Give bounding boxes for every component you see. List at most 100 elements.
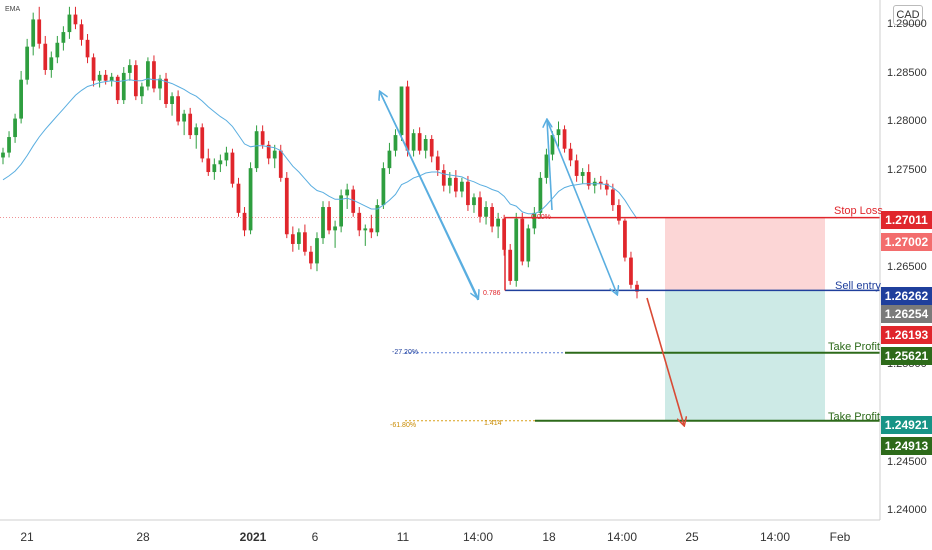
candle-body (502, 218, 507, 250)
candle-body (466, 181, 470, 206)
candle-body (520, 218, 525, 262)
candle-body (387, 150, 392, 169)
price-badge: 1.26254 (881, 305, 932, 323)
y-tick-label: 1.26500 (887, 261, 927, 274)
candle-body (19, 79, 23, 119)
candle-body (526, 228, 531, 262)
fib-618-label: -61.80% (390, 422, 417, 429)
arrow-down-2 (546, 119, 617, 294)
candle-body (508, 249, 513, 281)
candle-body (417, 133, 422, 151)
x-tick-label: 21 (20, 530, 34, 544)
reward-zone (665, 290, 825, 421)
candle-body (188, 113, 193, 136)
candle-body (423, 138, 428, 151)
fib-272-label: -27.20% (392, 349, 419, 356)
candle-body (484, 207, 488, 217)
candle-body (351, 189, 356, 213)
candle-body (339, 195, 344, 227)
price-badge: 1.24913 (881, 437, 932, 455)
candle-body (236, 183, 241, 213)
sell-entry-label: Sell entry (835, 280, 881, 292)
price-badge: 1.26262 (881, 287, 932, 305)
candle-body (176, 96, 180, 122)
fib-786-label: 0.786 (483, 290, 501, 297)
candle-body (272, 150, 277, 159)
ema-line (2, 78, 638, 219)
candle-body (260, 131, 265, 145)
candle-body (85, 39, 90, 58)
candle-body (447, 177, 452, 186)
candle-body (290, 234, 295, 244)
price-badge: 1.26193 (881, 326, 932, 344)
candle-body (357, 212, 362, 231)
fib-0-label: 0.00% (531, 214, 551, 221)
x-tick-label: 11 (396, 530, 410, 544)
candle-body (460, 181, 464, 192)
candle-body (55, 42, 60, 58)
candle-body (514, 218, 519, 281)
candle-body (345, 189, 350, 196)
candle-body (453, 177, 458, 192)
candle-body (568, 148, 573, 161)
candle-body (472, 197, 476, 206)
y-tick-label: 1.24000 (887, 504, 927, 517)
candle-body (296, 232, 301, 244)
candle-body (604, 183, 609, 190)
candle-body (200, 127, 205, 159)
candle-body (321, 207, 325, 239)
candle-body (206, 158, 211, 173)
candle-body (103, 74, 108, 81)
x-tick-label: Feb (829, 530, 851, 544)
candle-body (152, 61, 156, 89)
currency-button[interactable]: CAD (893, 5, 923, 25)
candle-body (369, 228, 374, 233)
candle-body (562, 129, 567, 149)
candle-body (242, 212, 247, 231)
candle-body (25, 46, 30, 80)
candle-body (13, 118, 17, 138)
candle-body (61, 32, 66, 43)
candle-body (164, 78, 168, 104)
candle-body (586, 172, 591, 186)
candle-body (79, 24, 84, 40)
candle-body (405, 86, 410, 151)
x-tick-label: 18 (542, 530, 556, 544)
x-tick-label: 25 (685, 530, 699, 544)
candle-body (194, 127, 199, 136)
y-tick-label: 1.28000 (887, 115, 927, 128)
price-badge: 1.25621 (881, 347, 932, 365)
candle-body (532, 212, 537, 229)
candle-body (333, 226, 337, 231)
candle-body (49, 57, 54, 70)
price-badge: 1.27002 (881, 233, 932, 251)
candle-body (629, 257, 633, 285)
candlestick-series (1, 6, 639, 299)
ema-line-path (2, 78, 638, 219)
candle-body (623, 220, 627, 258)
candle-body (550, 135, 555, 155)
candle-body (574, 160, 579, 176)
candle-body (224, 152, 229, 161)
candle-body (411, 133, 416, 151)
candle-body (610, 189, 615, 206)
candle-body (97, 74, 102, 81)
candle-body (121, 72, 126, 101)
take-profit-2-label: Take Profit (828, 411, 880, 423)
candle-body (580, 172, 585, 176)
candle-body (115, 76, 120, 101)
candle-body (109, 76, 114, 81)
fib-1414-label: 1.414 (484, 420, 502, 427)
candle-body (598, 181, 603, 184)
candle-body (212, 164, 217, 173)
candle-body (490, 207, 494, 227)
candle-body (617, 205, 621, 221)
stop-loss-label: Stop Loss (834, 205, 883, 217)
candle-body (170, 96, 174, 104)
candle-body (91, 57, 96, 81)
candle-body (538, 177, 543, 213)
candle-body (435, 156, 440, 171)
level-lines (0, 216, 880, 422)
arrow-down-1 (379, 91, 478, 298)
